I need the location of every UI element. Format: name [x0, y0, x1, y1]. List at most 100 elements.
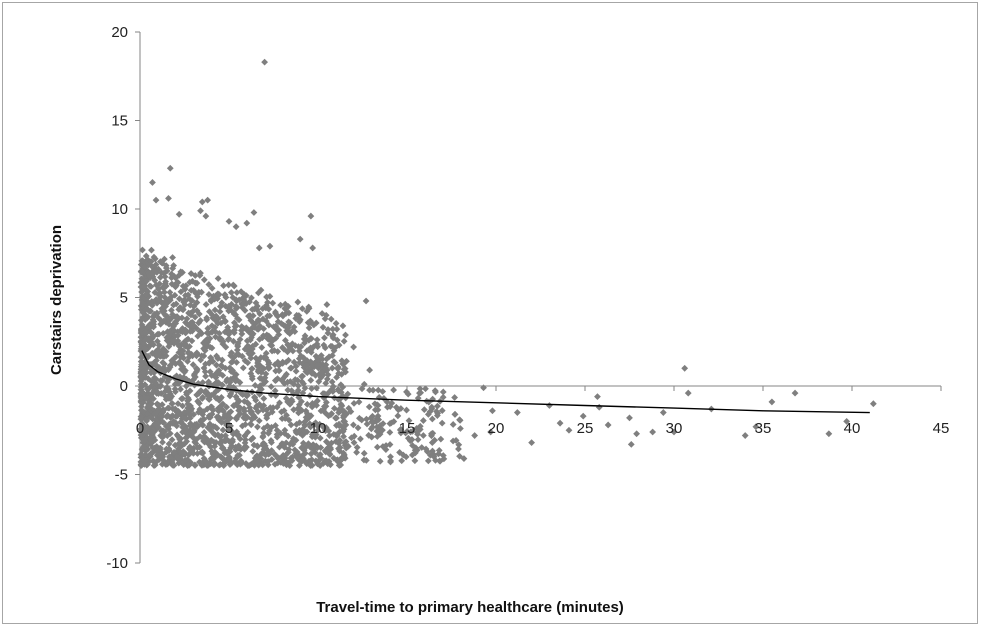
- data-point: [368, 433, 376, 441]
- data-point: [249, 447, 257, 455]
- data-point: [152, 379, 159, 387]
- data-point: [455, 445, 462, 453]
- data-point: [139, 427, 147, 435]
- data-point: [144, 410, 151, 417]
- data-point: [373, 433, 381, 440]
- data-point: [231, 458, 239, 465]
- data-point: [287, 421, 295, 429]
- data-point: [178, 349, 186, 356]
- data-point: [139, 246, 146, 254]
- data-point: [307, 212, 315, 220]
- data-point: [152, 348, 160, 355]
- data-point: [306, 317, 314, 325]
- data-point: [195, 390, 203, 397]
- data-point: [137, 325, 145, 333]
- data-point: [245, 400, 252, 408]
- data-point: [138, 267, 145, 275]
- data-point: [150, 332, 158, 340]
- data-point: [225, 281, 233, 289]
- data-point: [333, 336, 341, 344]
- data-point: [371, 400, 379, 408]
- data-point: [189, 361, 197, 369]
- data-point: [221, 328, 229, 336]
- data-point: [260, 395, 268, 402]
- data-point: [156, 352, 164, 360]
- data-point: [416, 425, 424, 433]
- data-point: [363, 420, 371, 428]
- data-point: [149, 316, 157, 324]
- data-point: [164, 378, 171, 386]
- data-point: [791, 389, 799, 397]
- data-point: [233, 297, 240, 305]
- x-tick-label: 40: [844, 420, 861, 437]
- data-point: [307, 346, 315, 354]
- data-point: [267, 383, 275, 391]
- data-point: [142, 306, 150, 314]
- data-point: [649, 428, 657, 436]
- data-point: [318, 355, 326, 363]
- data-point: [262, 378, 269, 385]
- data-point: [261, 58, 268, 66]
- data-point: [307, 443, 314, 451]
- data-point: [168, 270, 175, 278]
- data-point: [208, 322, 216, 330]
- data-point: [387, 453, 394, 461]
- data-point: [394, 406, 402, 414]
- data-point: [241, 439, 249, 447]
- data-point: [141, 263, 149, 271]
- data-point: [162, 352, 170, 360]
- data-point: [299, 455, 307, 462]
- data-point: [382, 446, 390, 454]
- data-point: [214, 451, 221, 458]
- data-point: [303, 410, 311, 418]
- data-point: [157, 293, 165, 300]
- data-point: [158, 453, 166, 461]
- data-point: [148, 429, 156, 437]
- data-point: [301, 449, 309, 457]
- data-point: [137, 377, 145, 385]
- data-point: [299, 389, 307, 397]
- data-point: [146, 321, 154, 328]
- data-point: [825, 430, 833, 438]
- data-point: [433, 408, 440, 415]
- data-point: [166, 340, 174, 348]
- data-point: [158, 460, 166, 468]
- data-point: [295, 355, 303, 363]
- data-point: [181, 342, 189, 350]
- data-point: [296, 235, 304, 243]
- data-point: [177, 385, 184, 393]
- data-point: [254, 408, 262, 416]
- data-point: [298, 373, 305, 380]
- data-point: [229, 367, 237, 374]
- data-point: [219, 400, 227, 408]
- data-point: [431, 436, 439, 444]
- data-point: [438, 419, 446, 427]
- data-point: [335, 341, 343, 349]
- data-point: [230, 329, 238, 337]
- data-point: [212, 388, 220, 395]
- data-point: [196, 405, 204, 413]
- data-point: [337, 455, 345, 463]
- data-point: [428, 432, 435, 440]
- data-point: [457, 425, 464, 432]
- data-point: [408, 436, 416, 443]
- data-point: [270, 347, 278, 354]
- data-point: [205, 281, 213, 288]
- data-point: [193, 279, 201, 287]
- data-point: [376, 457, 384, 465]
- data-point: [231, 323, 239, 330]
- data-point: [350, 343, 357, 351]
- data-point: [322, 364, 330, 372]
- data-point: [358, 416, 366, 424]
- data-point: [232, 223, 240, 231]
- data-point: [328, 385, 336, 393]
- data-point: [213, 381, 220, 389]
- data-point: [268, 423, 275, 431]
- data-point: [140, 443, 148, 451]
- data-point: [274, 375, 281, 383]
- data-point: [230, 375, 238, 382]
- data-point: [236, 335, 244, 343]
- data-point: [173, 422, 181, 430]
- data-point: [173, 431, 181, 439]
- data-point: [403, 388, 410, 396]
